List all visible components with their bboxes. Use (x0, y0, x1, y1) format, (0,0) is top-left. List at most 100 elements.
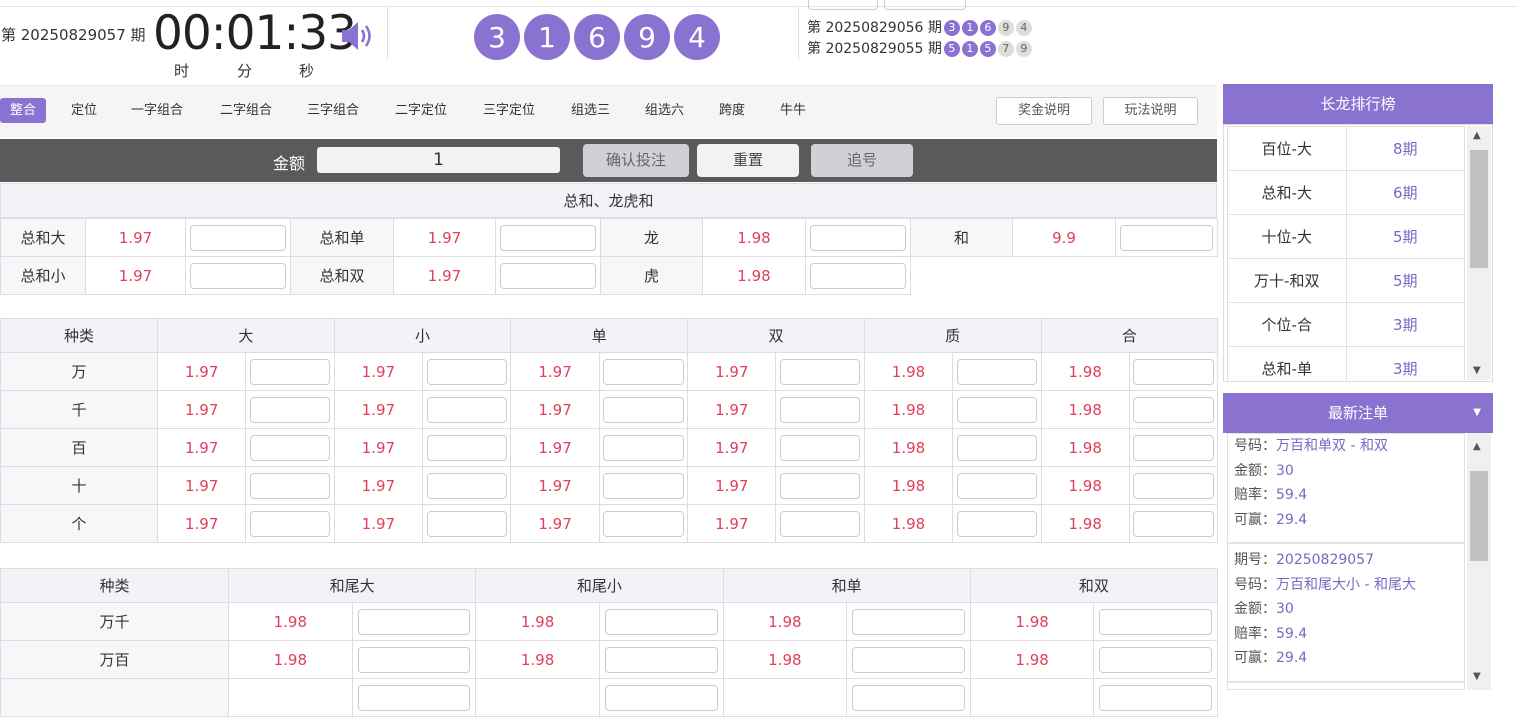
bet-input[interactable] (604, 608, 718, 635)
speaker-icon[interactable] (340, 20, 376, 52)
bet-input-cell (1093, 678, 1219, 717)
bet-input[interactable] (500, 262, 596, 289)
bet-input[interactable] (1120, 224, 1213, 251)
tab-10[interactable]: 牛牛 (780, 103, 807, 118)
bet-input[interactable] (603, 358, 684, 385)
bet-input[interactable] (357, 608, 471, 635)
top-button[interactable] (808, 0, 878, 10)
bet-input[interactable] (190, 224, 286, 251)
history-ball: 6 (979, 19, 996, 36)
bet-odds: 1.98 (969, 640, 1095, 679)
bet-input[interactable] (249, 472, 331, 499)
bet-input[interactable] (190, 262, 286, 289)
chase-button[interactable]: 追号 (811, 144, 913, 177)
table-row: 个 1.97 1.97 1.97 1.97 1.98 1.98 (0, 504, 1219, 543)
order-line: 可赢：29.4 (1234, 508, 1458, 533)
bet-input-cell (495, 256, 601, 295)
tab-8[interactable]: 组选六 (645, 103, 685, 118)
dropdown-icon[interactable]: ▼ (1473, 407, 1481, 418)
prize-info-button[interactable]: 奖金说明 (996, 97, 1092, 125)
order-value: 万百和单双 - 和双 (1276, 438, 1388, 454)
bet-input[interactable] (603, 396, 684, 423)
tab-6[interactable]: 三字定位 (483, 103, 536, 118)
reset-button[interactable]: 重置 (697, 144, 799, 177)
bet-input[interactable] (956, 396, 1038, 423)
bet-input[interactable] (1133, 434, 1214, 461)
tab-0[interactable]: 整合 (0, 98, 47, 123)
bet-input[interactable] (603, 510, 684, 537)
bet-input[interactable] (357, 646, 471, 673)
bet-input[interactable] (779, 396, 861, 423)
bet-input[interactable] (357, 684, 471, 711)
bet-input[interactable] (603, 472, 684, 499)
tab-5[interactable]: 二字定位 (395, 103, 448, 118)
bet-input[interactable] (426, 434, 507, 461)
scroll-up-icon[interactable]: ▲ (1473, 130, 1481, 141)
bet-input[interactable] (810, 262, 906, 289)
bet-odds: 1.97 (687, 466, 777, 505)
bet-input-cell (775, 466, 865, 505)
bet-input[interactable] (249, 358, 331, 385)
bet-input[interactable] (426, 472, 507, 499)
tab-3[interactable]: 二字组合 (220, 103, 273, 118)
bet-input-cell (598, 602, 724, 641)
confirm-bet-button[interactable]: 确认投注 (583, 144, 689, 177)
top-button[interactable] (884, 0, 966, 10)
ranking-scrollbar[interactable]: ▲ ▼ (1467, 126, 1491, 380)
scroll-thumb[interactable] (1470, 150, 1488, 268)
bet-input[interactable] (956, 510, 1038, 537)
bet-input[interactable] (779, 358, 861, 385)
bet-input[interactable] (852, 646, 965, 673)
bet-input[interactable] (779, 434, 861, 461)
bet-input[interactable] (1133, 510, 1214, 537)
scroll-up-icon[interactable]: ▲ (1473, 441, 1481, 452)
bet-input[interactable] (956, 358, 1038, 385)
bet-input[interactable] (249, 434, 331, 461)
bet-input[interactable] (426, 510, 507, 537)
bet-odds: 1.97 (687, 428, 777, 467)
tab-1[interactable]: 定位 (71, 103, 98, 118)
divider (387, 7, 388, 59)
bet-input[interactable] (604, 684, 718, 711)
bet-input[interactable] (1133, 358, 1214, 385)
bet-input-cell (1093, 640, 1219, 679)
tab-4[interactable]: 三字组合 (307, 103, 360, 118)
bet-input[interactable] (852, 684, 965, 711)
column-header: 和尾小 (475, 568, 724, 603)
bet-input[interactable] (249, 396, 331, 423)
ranking-name: 百位-大 (1227, 126, 1347, 171)
bet-input[interactable] (810, 224, 906, 251)
scroll-thumb[interactable] (1470, 471, 1488, 561)
bet-input[interactable] (779, 510, 861, 537)
tab-7[interactable]: 组选三 (571, 103, 611, 118)
bet-odds: 1.97 (156, 390, 247, 429)
column-header: 单 (510, 318, 689, 353)
result-ball: 4 (674, 14, 720, 60)
bet-input[interactable] (603, 434, 684, 461)
empty-cell (911, 257, 1218, 295)
bet-input[interactable] (1099, 684, 1213, 711)
bet-input[interactable] (1099, 608, 1213, 635)
tab-2[interactable]: 一字组合 (131, 103, 184, 118)
bet-input[interactable] (249, 510, 331, 537)
scroll-down-icon[interactable]: ▼ (1473, 365, 1481, 376)
bet-input[interactable] (956, 472, 1038, 499)
pair-table: 种类 和尾大 和尾小 和单 和双 万千 1.98 1.98 1.98 1.98 万百 1.98 1.98… (0, 568, 1219, 717)
bet-input[interactable] (1133, 396, 1214, 423)
table-row: 百 1.97 1.97 1.97 1.97 1.98 1.98 (0, 428, 1219, 467)
amount-input[interactable]: 1 (317, 147, 560, 173)
bet-input[interactable] (500, 224, 596, 251)
bet-input[interactable] (426, 396, 507, 423)
bet-input[interactable] (852, 608, 965, 635)
tab-9[interactable]: 跨度 (719, 103, 746, 118)
bet-input[interactable] (1099, 646, 1213, 673)
rules-button[interactable]: 玩法说明 (1103, 97, 1198, 125)
bet-input[interactable] (779, 472, 861, 499)
bet-input[interactable] (1133, 472, 1214, 499)
bet-input[interactable] (604, 646, 718, 673)
bet-input[interactable] (426, 358, 507, 385)
orders-scrollbar[interactable]: ▲ ▼ (1467, 433, 1491, 690)
scroll-down-icon[interactable]: ▼ (1473, 671, 1481, 682)
bet-input[interactable] (956, 434, 1038, 461)
